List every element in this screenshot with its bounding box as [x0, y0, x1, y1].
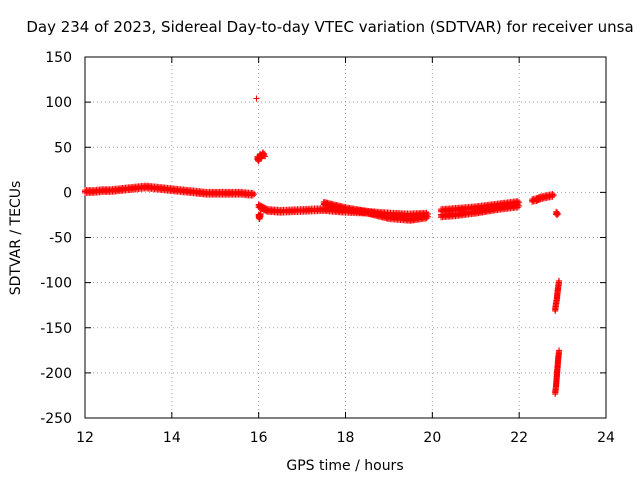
- series-isolated-point: [253, 95, 260, 102]
- series-cluster-22.6: [529, 191, 557, 205]
- chart-title: Day 234 of 2023, Sidereal Day-to-day VTE…: [26, 18, 633, 36]
- data-points: [82, 95, 563, 398]
- x-tick-label: 22: [510, 430, 528, 446]
- series-jump-cluster: [254, 149, 269, 165]
- y-tick-label: 100: [45, 95, 72, 111]
- series-fall-22.8: [552, 277, 563, 315]
- x-tick-label: 16: [250, 430, 268, 446]
- data-point: [253, 95, 260, 102]
- data-point: [424, 213, 431, 220]
- y-tick-label: 0: [63, 185, 72, 201]
- y-tick-label: 50: [54, 140, 72, 156]
- data-point: [262, 153, 269, 160]
- x-tick-label: 12: [76, 430, 94, 446]
- data-point: [550, 192, 557, 199]
- x-tick-label: 20: [423, 430, 441, 446]
- data-point: [251, 191, 258, 198]
- series-band-20-22-lower: [438, 201, 523, 221]
- y-tick-label: -100: [40, 276, 72, 292]
- y-tick-label: -50: [49, 231, 72, 247]
- data-point: [556, 347, 563, 354]
- series-drop-16: [255, 210, 264, 222]
- series-band-17-20-lower: [320, 198, 431, 224]
- x-tick-label: 24: [597, 430, 615, 446]
- data-point: [556, 277, 563, 284]
- data-point: [554, 211, 561, 218]
- ticks: 12 14 16 18 20 22 24 -250 -200 -150 -100 -50 0 50 100 1…: [40, 50, 615, 446]
- y-tick-label: -250: [40, 411, 72, 427]
- x-axis-label: GPS time / hours: [286, 458, 403, 474]
- y-axis-label: SDTVAR / TECUs: [8, 181, 24, 296]
- series-point-22.9: [553, 208, 562, 218]
- y-tick-label: -150: [40, 321, 72, 337]
- data-point: [257, 211, 264, 218]
- data-point: [249, 192, 256, 199]
- grid: [85, 57, 606, 418]
- series-main-band: [82, 182, 258, 199]
- x-tick-label: 14: [163, 430, 181, 446]
- data-point: [555, 211, 562, 218]
- series-fall-22.9: [552, 347, 563, 398]
- x-tick-label: 18: [337, 430, 355, 446]
- data-point: [516, 202, 523, 209]
- y-tick-label: -200: [40, 366, 72, 382]
- y-tick-label: 150: [45, 50, 72, 66]
